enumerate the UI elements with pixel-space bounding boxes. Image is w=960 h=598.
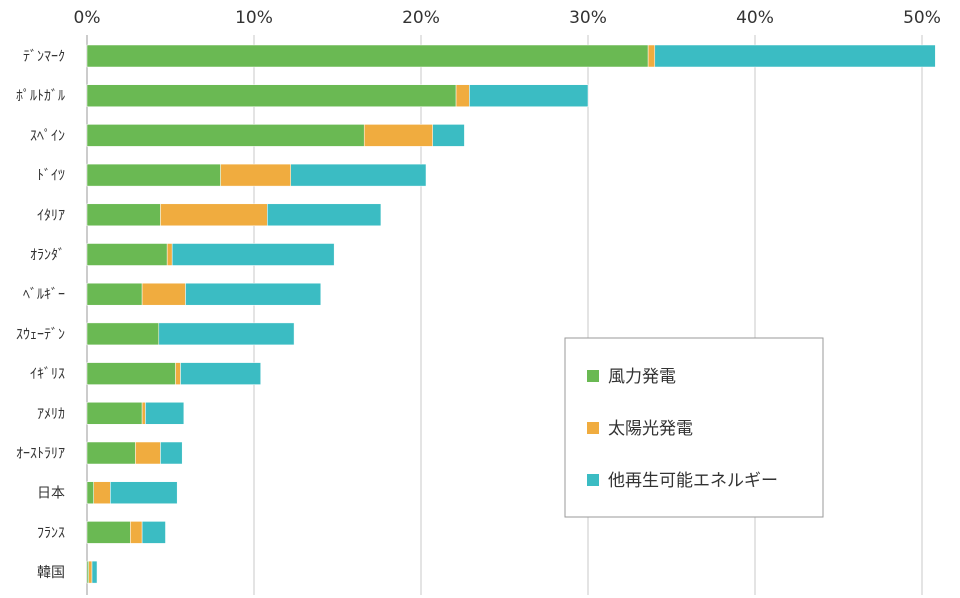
bar-segment <box>86 521 131 544</box>
category-label: ﾍﾞﾙｷﾞｰ <box>23 287 65 303</box>
bar-segment <box>88 560 93 584</box>
bar-segment <box>86 441 136 465</box>
bar-segment <box>86 560 89 584</box>
bar-segment <box>160 203 268 227</box>
legend-box <box>564 337 824 518</box>
legend-label: 風力発電 <box>608 367 676 387</box>
bar-segment <box>171 243 335 266</box>
legend-swatch <box>587 474 599 486</box>
bar-segment <box>86 481 94 504</box>
category-label: ｽｳｪｰﾃﾞﾝ <box>16 327 65 343</box>
bar-segment <box>363 124 433 147</box>
bar-segment <box>654 44 936 68</box>
bar-segment <box>455 84 470 107</box>
bar-segment <box>166 243 173 266</box>
bar-segment <box>91 560 98 584</box>
y-axis-categories: ﾃﾞﾝﾏｰｸ ﾎﾟﾙﾄｶﾞﾙ ｽﾍﾟｲﾝ ﾄﾞｲﾂ ｲﾀﾘｱ ｵﾗﾝﾀﾞ ﾍﾞﾙｷﾞｰ ｽｳｪ… <box>16 49 65 581</box>
bar-segment <box>141 521 166 544</box>
bar-segment <box>180 362 261 385</box>
bar-segment <box>145 402 185 425</box>
x-tick-label: 30% <box>569 8 607 28</box>
bar-segment <box>647 44 656 68</box>
bar-segment <box>86 362 176 385</box>
bars <box>86 44 936 584</box>
x-axis-ticks: 0% 10% 20% 30% 40% 50% <box>74 8 941 28</box>
category-label: ｲﾀﾘｱ <box>37 208 65 224</box>
bar-segment <box>110 481 178 504</box>
legend-label: 太陽光発電 <box>608 419 693 439</box>
bar-segment <box>175 362 181 385</box>
legend-label: 他再生可能エネルギー <box>608 471 778 491</box>
bar-segment <box>185 282 322 306</box>
bar-segment <box>86 282 143 306</box>
category-label: ｱﾒﾘｶ <box>37 406 65 422</box>
bar-segment <box>86 163 221 187</box>
category-label: ｵﾗﾝﾀﾞ <box>30 248 65 264</box>
bar-segment <box>86 84 457 107</box>
category-label: ﾎﾟﾙﾄｶﾞﾙ <box>16 89 65 105</box>
category-label: 日本 <box>37 486 65 502</box>
bar-segment <box>130 521 143 544</box>
x-tick-label: 20% <box>402 8 440 28</box>
category-label: ｵｰｽﾄﾗﾘｱ <box>16 446 65 462</box>
bar-segment <box>86 203 161 227</box>
bar-segment <box>160 441 183 465</box>
bar-segment <box>86 44 649 68</box>
x-tick-label: 10% <box>235 8 273 28</box>
x-tick-label: 0% <box>74 8 101 28</box>
bar-segment <box>220 163 291 187</box>
category-label: ﾌﾗﾝｽ <box>37 525 65 541</box>
legend-swatch <box>587 422 599 434</box>
bar-segment <box>141 402 146 425</box>
bar-segment <box>290 163 427 187</box>
bar-segment <box>86 124 365 147</box>
category-label: ﾄﾞｲﾂ <box>37 168 65 184</box>
bar-segment <box>469 84 589 107</box>
bar-segment <box>86 402 143 425</box>
bar-segment <box>141 282 186 306</box>
category-label: 韓国 <box>37 565 65 581</box>
bar-segment <box>267 203 382 227</box>
x-tick-label: 40% <box>736 8 774 28</box>
bar-segment <box>93 481 111 504</box>
bar-segment <box>86 243 168 266</box>
category-label: ｽﾍﾟｲﾝ <box>30 128 65 144</box>
bar-segment <box>135 441 161 465</box>
category-label: ﾃﾞﾝﾏｰｸ <box>23 49 65 65</box>
legend-swatch <box>587 370 599 382</box>
bar-segment <box>432 124 465 147</box>
bar-segment <box>158 322 295 346</box>
category-label: ｲｷﾞﾘｽ <box>30 367 65 383</box>
bar-segment <box>86 322 160 346</box>
x-tick-label: 50% <box>903 8 941 28</box>
